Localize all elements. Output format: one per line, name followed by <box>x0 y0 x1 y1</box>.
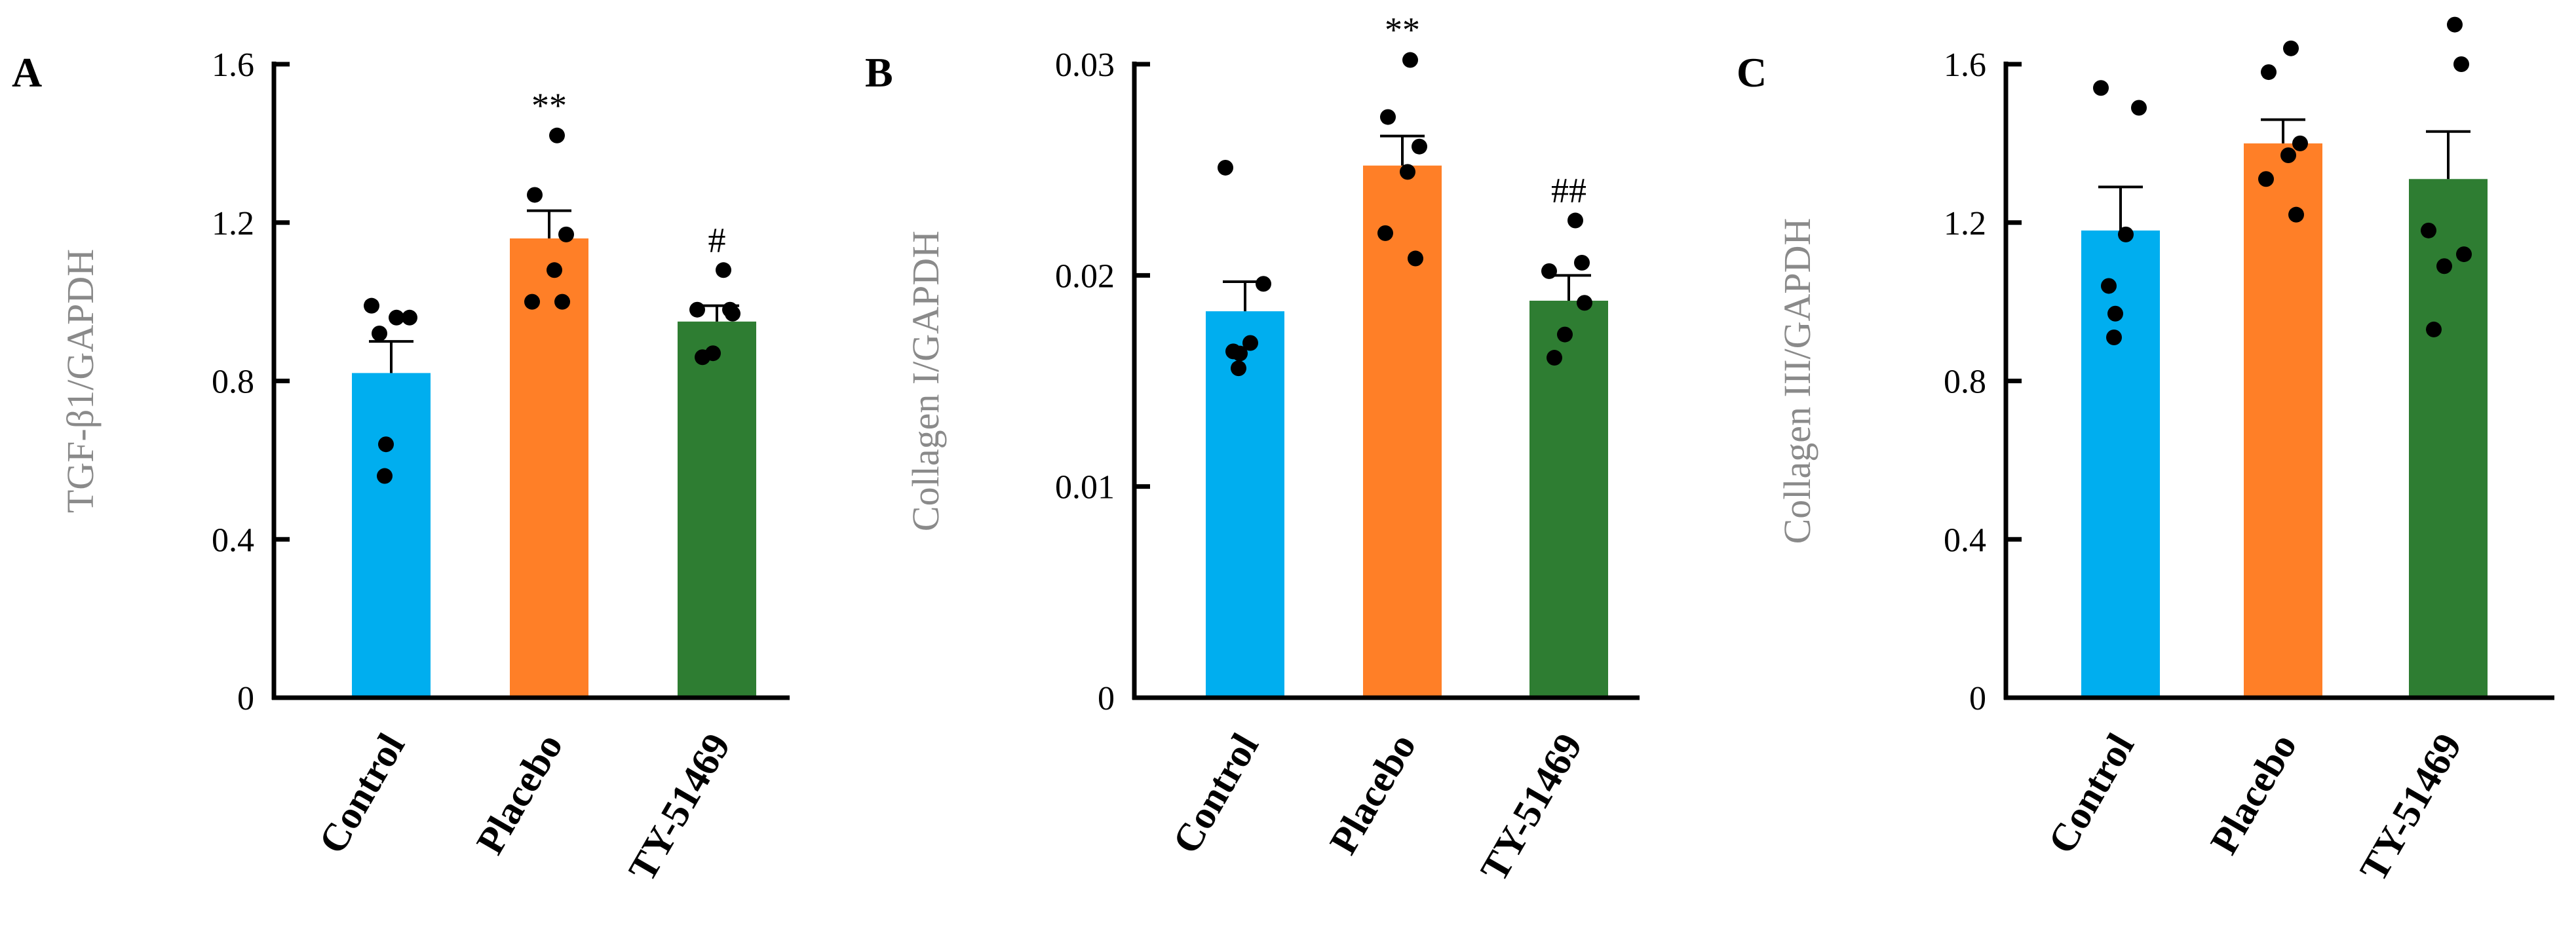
data-point-ty51469 <box>695 349 710 366</box>
data-point-control <box>2106 330 2122 346</box>
data-point-control <box>2131 100 2147 116</box>
data-point-placebo <box>1400 164 1415 180</box>
data-point-control <box>1242 335 1258 351</box>
y-tick-label: 1.6 <box>212 47 254 84</box>
data-point-ty51469 <box>1547 350 1562 366</box>
data-point-placebo <box>1412 138 1427 155</box>
data-point-placebo <box>527 187 543 203</box>
y-tick-label: 0.01 <box>1055 469 1115 506</box>
x-tick-label-control: Control <box>1164 727 1267 861</box>
data-point-ty51469 <box>2447 16 2463 33</box>
data-point-placebo <box>2261 64 2277 81</box>
bar-placebo <box>510 238 588 698</box>
data-point-ty51469 <box>2453 56 2469 72</box>
data-point-ty51469 <box>2421 222 2436 238</box>
data-point-control <box>2093 80 2109 96</box>
bar-ty51469 <box>678 321 756 698</box>
data-point-placebo <box>1402 52 1418 68</box>
data-point-control <box>1256 276 1271 292</box>
data-point-ty51469 <box>1577 295 1592 311</box>
y-tick-label: 0 <box>1969 680 1986 717</box>
data-point-control <box>402 309 417 326</box>
y-tick-label: 0.8 <box>1944 364 1986 401</box>
y-tick-label: 1.2 <box>1944 205 1986 242</box>
bar-control <box>1206 311 1284 698</box>
data-point-placebo <box>549 127 565 143</box>
data-point-placebo <box>2283 40 2299 56</box>
bar-control <box>352 373 431 698</box>
panel-letter: B <box>865 49 893 96</box>
y-tick-label: 1.6 <box>1944 47 1986 84</box>
data-point-ty51469 <box>689 301 705 318</box>
x-tick-label-ty51469: TY-51469 <box>1472 727 1590 889</box>
data-point-ty51469 <box>2456 246 2472 263</box>
bar-placebo <box>1363 165 1442 698</box>
data-point-ty51469 <box>725 305 740 322</box>
data-point-control <box>2101 278 2117 294</box>
y-tick-label: 0.4 <box>1944 521 1986 559</box>
significance-label-placebo: ** <box>531 86 567 125</box>
data-point-ty51469 <box>1574 254 1590 271</box>
y-axis-label: Collagen I/GAPDH <box>904 231 947 531</box>
data-point-control <box>372 325 387 341</box>
data-point-control <box>377 468 393 484</box>
y-tick-label: 0 <box>237 680 254 717</box>
data-point-control <box>2107 305 2123 322</box>
significance-label-ty51469: # <box>708 220 726 259</box>
data-point-control <box>1232 345 1248 362</box>
bar-control <box>2081 230 2160 698</box>
panel-letter: C <box>1737 49 1767 96</box>
data-point-placebo <box>2292 135 2308 151</box>
y-tick-label: 0.8 <box>212 364 254 401</box>
data-point-control <box>378 436 394 453</box>
y-tick-label: 0 <box>1098 680 1115 717</box>
data-point-control <box>364 297 379 314</box>
significance-label-ty51469: ## <box>1551 171 1586 210</box>
data-point-placebo <box>1377 225 1393 241</box>
bar-placebo <box>2244 143 2322 698</box>
x-tick-label-control: Control <box>2040 727 2143 861</box>
data-point-ty51469 <box>2426 321 2442 337</box>
y-axis-label: TGF-β1/GAPDH <box>59 249 102 513</box>
data-point-placebo <box>2288 206 2304 223</box>
data-point-placebo <box>1380 109 1396 125</box>
y-tick-label: 0.03 <box>1055 47 1115 84</box>
data-point-placebo <box>1408 250 1423 267</box>
y-tick-label: 1.2 <box>212 205 254 242</box>
data-point-ty51469 <box>1557 326 1573 343</box>
data-point-ty51469 <box>2436 258 2452 274</box>
data-point-placebo <box>524 293 540 310</box>
x-tick-label-ty51469: TY-51469 <box>620 727 739 889</box>
data-point-ty51469 <box>716 262 731 278</box>
significance-label-placebo: ** <box>1385 10 1420 50</box>
data-point-placebo <box>558 226 574 242</box>
data-point-ty51469 <box>1541 263 1557 279</box>
data-point-control <box>2118 226 2134 242</box>
x-tick-label-control: Control <box>311 727 413 861</box>
y-tick-label: 0.02 <box>1055 257 1115 295</box>
data-point-placebo <box>554 293 570 310</box>
y-tick-label: 0.4 <box>212 521 254 559</box>
data-point-control <box>1231 360 1246 377</box>
x-tick-label-placebo: Placebo <box>468 727 571 861</box>
x-tick-label-ty51469: TY-51469 <box>2351 727 2470 889</box>
y-axis-label: Collagen III/GAPDH <box>1776 218 1818 544</box>
x-tick-label-placebo: Placebo <box>2202 727 2305 861</box>
bar-ty51469 <box>2409 179 2488 698</box>
data-point-placebo <box>2280 147 2296 164</box>
data-point-placebo <box>2258 171 2274 187</box>
data-point-ty51469 <box>1567 212 1583 229</box>
data-point-placebo <box>547 262 562 278</box>
bar-ty51469 <box>1529 301 1608 698</box>
data-point-control <box>389 309 404 326</box>
x-tick-label-placebo: Placebo <box>1321 727 1424 861</box>
panel-letter: A <box>12 49 42 96</box>
data-point-control <box>1218 159 1233 176</box>
